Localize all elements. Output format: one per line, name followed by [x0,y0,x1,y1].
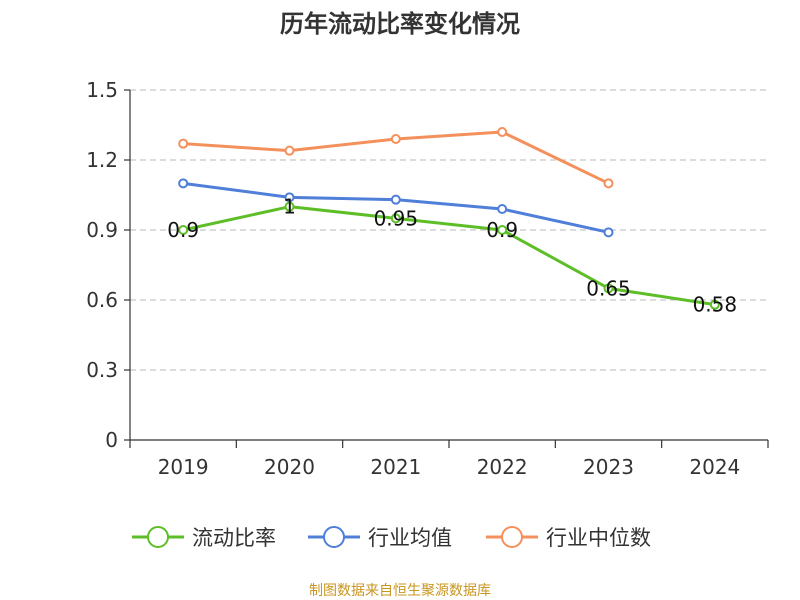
data-label: 0.58 [693,293,738,317]
data-label: 0.65 [586,276,631,300]
data-point [178,225,189,235]
x-tick-label: 2023 [583,455,634,479]
legend-swatch-marker [323,526,345,548]
series-layer [178,127,720,310]
data-point [603,227,614,238]
axes: 0 0.3 0.6 0.9 1.2 1.5 2019 2020 2021 2022 2023 2024 [86,78,769,479]
x-tick-label: 2021 [370,455,421,479]
y-tick-label: 0.9 [86,218,118,242]
x-tick-label: 2022 [477,455,528,479]
legend-swatch-marker [501,526,523,548]
data-point [709,299,720,310]
legend-label: 行业中位数 [546,526,651,550]
data-point [603,283,614,294]
data-label: 0.9 [486,218,518,242]
data-point [284,145,295,156]
source-note: 制图数据来自恒生聚源数据库 [309,583,491,599]
x-tick-label: 2020 [264,455,315,479]
data-point [178,138,189,149]
data-point [178,178,189,189]
data-label: 0.95 [374,206,419,230]
legend-label: 行业均值 [368,526,452,550]
grid-lines [130,89,768,371]
legend-swatch-marker [147,526,169,548]
data-point [497,204,508,214]
legend-label: 流动比率 [192,526,276,550]
data-labels: 0.9 1 0.95 0.9 0.65 0.58 [167,195,737,317]
x-tick-label: 2024 [689,455,740,479]
data-point [497,225,508,235]
y-tick-label: 0.6 [86,288,118,312]
x-tick-label: 2019 [158,455,209,479]
data-point [603,178,614,189]
chart-title: 历年流动比率变化情况 [280,10,520,38]
y-tick-label: 1.2 [86,148,118,172]
y-tick-label: 0.3 [86,358,118,382]
data-point [284,201,295,212]
series-line [182,205,716,307]
data-label: 1 [283,195,296,219]
data-label: 0.9 [167,218,199,242]
legend: 流动比率 行业均值 行业中位数 [132,526,651,550]
data-point [390,213,401,224]
data-point [284,192,295,203]
y-tick-label: 1.5 [86,78,118,102]
data-point [497,127,508,137]
data-point [390,194,401,205]
data-point [390,134,401,144]
y-tick-label: 0 [105,428,118,452]
